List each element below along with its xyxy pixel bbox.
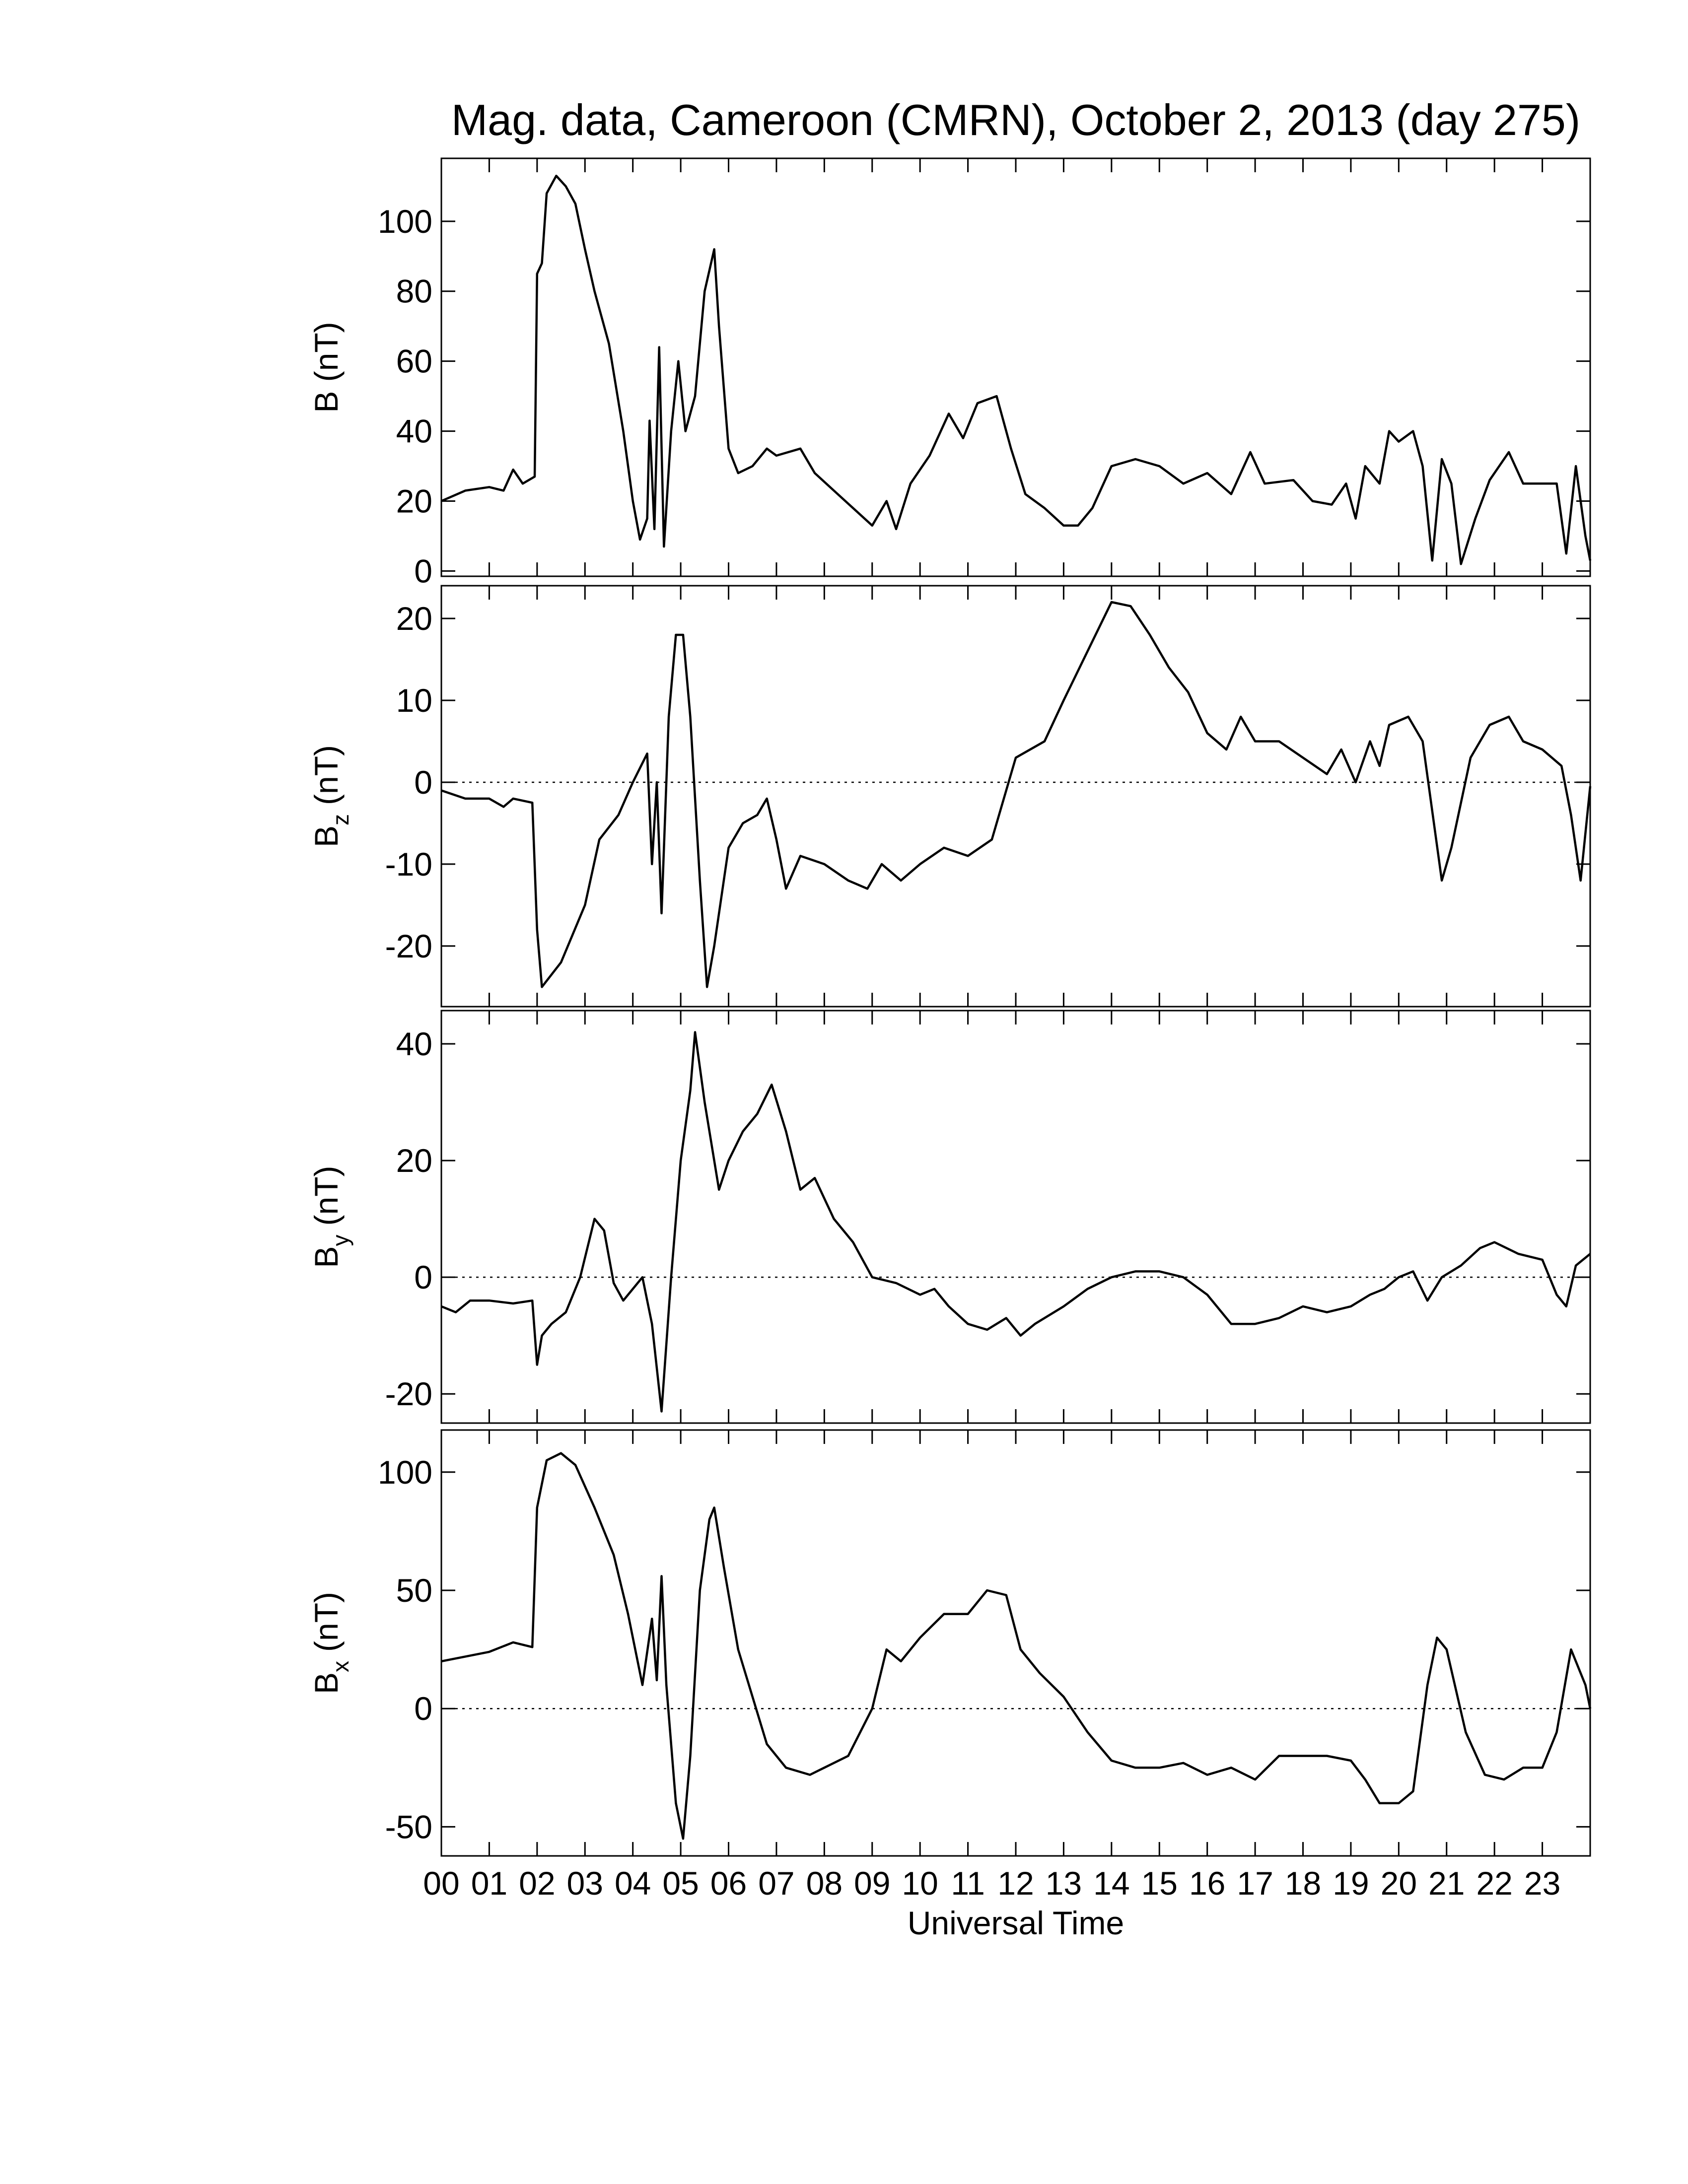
y-tick-label: -10 bbox=[385, 846, 432, 883]
data-line bbox=[441, 601, 1592, 988]
x-tick-label: 01 bbox=[471, 1865, 507, 1902]
y-axis-label: B (nT) bbox=[308, 322, 345, 412]
x-tick-label: 04 bbox=[615, 1865, 651, 1902]
y-axis-label-unit: (nT) bbox=[308, 745, 345, 805]
x-tick-label: 16 bbox=[1189, 1865, 1225, 1902]
y-tick-label: 40 bbox=[396, 413, 432, 450]
y-tick-label: 100 bbox=[378, 1454, 432, 1491]
y-tick-label: 10 bbox=[396, 682, 432, 719]
data-line bbox=[441, 1031, 1591, 1413]
x-tick-label: 14 bbox=[1093, 1865, 1129, 1902]
data-line bbox=[441, 174, 1592, 565]
y-tick-label: 0 bbox=[414, 552, 432, 589]
x-tick-label: 05 bbox=[662, 1865, 699, 1902]
x-tick-label: 10 bbox=[902, 1865, 938, 1902]
y-axis-label-sub: y bbox=[328, 1234, 353, 1246]
y-tick-label: 50 bbox=[396, 1572, 432, 1609]
y-axis-label-sub: z bbox=[328, 814, 353, 825]
y-tick-label: 20 bbox=[396, 483, 432, 520]
x-axis-label: Universal Time bbox=[908, 1905, 1124, 1941]
x-tick-label: 23 bbox=[1524, 1865, 1560, 1902]
y-axis-label: By (nT) bbox=[308, 1165, 353, 1268]
y-tick-label: 0 bbox=[414, 1259, 432, 1296]
y-tick-label: 20 bbox=[396, 1142, 432, 1179]
y-tick-label: 0 bbox=[414, 764, 432, 801]
data-line bbox=[441, 1452, 1592, 1840]
y-axis-label-main: B bbox=[308, 825, 345, 847]
y-axis-label-main: B bbox=[308, 1672, 345, 1694]
y-tick-label: 40 bbox=[396, 1025, 432, 1062]
y-tick-label: 100 bbox=[378, 203, 432, 240]
y-axis-label: Bx (nT) bbox=[308, 1592, 353, 1694]
y-axis-label-unit: (nT) bbox=[308, 1592, 345, 1652]
y-axis-label-sub: x bbox=[328, 1661, 353, 1672]
y-axis-label: Bz (nT) bbox=[308, 745, 353, 847]
y-tick-label: -50 bbox=[385, 1808, 432, 1845]
y-tick-label: -20 bbox=[385, 928, 432, 964]
x-tick-label: 00 bbox=[423, 1865, 459, 1902]
x-tick-label: 09 bbox=[854, 1865, 890, 1902]
x-tick-label: 19 bbox=[1333, 1865, 1369, 1902]
y-tick-label: -20 bbox=[385, 1375, 432, 1412]
x-tick-label: 12 bbox=[997, 1865, 1034, 1902]
y-axis-label-main: B bbox=[308, 1246, 345, 1268]
x-tick-label: 03 bbox=[567, 1865, 603, 1902]
y-tick-label: 80 bbox=[396, 273, 432, 310]
x-tick-label: 02 bbox=[519, 1865, 555, 1902]
x-tick-label: 22 bbox=[1476, 1865, 1512, 1902]
y-tick-label: 20 bbox=[396, 600, 432, 637]
y-tick-label: 0 bbox=[414, 1690, 432, 1727]
x-tick-label: 18 bbox=[1285, 1865, 1321, 1902]
x-tick-label: 06 bbox=[710, 1865, 747, 1902]
x-tick-label: 11 bbox=[951, 1865, 985, 1902]
x-tick-label: 17 bbox=[1237, 1865, 1273, 1902]
y-tick-label: 60 bbox=[396, 343, 432, 380]
x-tick-label: 20 bbox=[1381, 1865, 1417, 1902]
x-tick-label: 07 bbox=[758, 1865, 794, 1902]
plot-frame bbox=[440, 1429, 1591, 1857]
x-tick-label: 21 bbox=[1428, 1865, 1465, 1902]
chart-title: Mag. data, Cameroon (CMRN), October 2, 2… bbox=[451, 95, 1580, 144]
y-axis-label-unit: (nT) bbox=[308, 1165, 345, 1226]
x-tick-label: 08 bbox=[806, 1865, 843, 1902]
plot-frame bbox=[440, 1010, 1591, 1424]
x-tick-label: 13 bbox=[1046, 1865, 1082, 1902]
plot-frame bbox=[440, 585, 1591, 1008]
x-tick-label: 15 bbox=[1141, 1865, 1178, 1902]
